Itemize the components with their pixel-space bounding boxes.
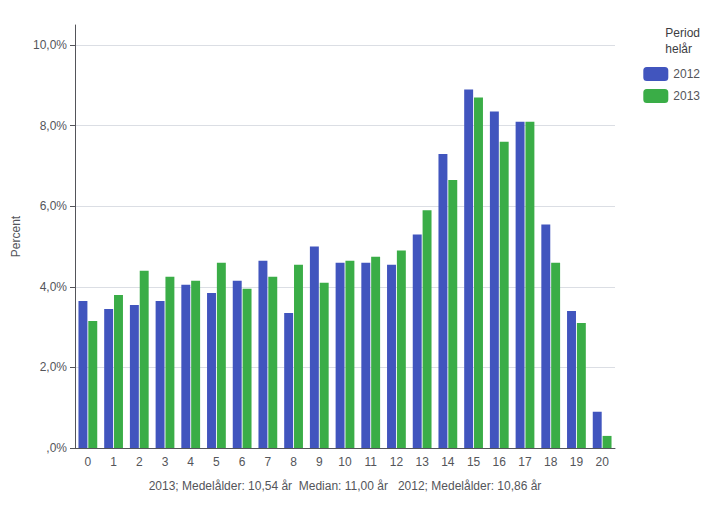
svg-text:13: 13 <box>415 455 429 469</box>
svg-text:9: 9 <box>316 455 323 469</box>
svg-text:16: 16 <box>493 455 507 469</box>
svg-text:0: 0 <box>85 455 92 469</box>
svg-text:18: 18 <box>544 455 558 469</box>
svg-text:19: 19 <box>570 455 584 469</box>
svg-text:20: 20 <box>595 455 609 469</box>
svg-text:8: 8 <box>290 455 297 469</box>
svg-text:10,0%: 10,0% <box>33 38 67 52</box>
svg-text:,0%: ,0% <box>46 441 67 455</box>
svg-text:17: 17 <box>518 455 532 469</box>
svg-text:10: 10 <box>338 455 352 469</box>
svg-text:helår: helår <box>665 42 692 56</box>
svg-text:14: 14 <box>441 455 455 469</box>
svg-text:5: 5 <box>213 455 220 469</box>
svg-text:1: 1 <box>110 455 117 469</box>
svg-text:4,0%: 4,0% <box>40 280 68 294</box>
svg-text:Percent: Percent <box>9 215 23 257</box>
svg-text:4: 4 <box>187 455 194 469</box>
svg-text:2,0%: 2,0% <box>40 360 68 374</box>
svg-text:3: 3 <box>162 455 169 469</box>
svg-text:2013; Medelålder: 10,54 år Me: 2013; Medelålder: 10,54 år Median: 11,00… <box>149 479 542 493</box>
svg-text:2: 2 <box>136 455 143 469</box>
svg-text:Period: Period <box>665 26 700 40</box>
svg-text:8,0%: 8,0% <box>40 119 68 133</box>
svg-text:2012: 2012 <box>673 67 700 81</box>
svg-text:6: 6 <box>239 455 246 469</box>
svg-text:15: 15 <box>467 455 481 469</box>
svg-text:11: 11 <box>364 455 377 469</box>
svg-text:7: 7 <box>265 455 272 469</box>
svg-text:2013: 2013 <box>673 89 700 103</box>
svg-text:6,0%: 6,0% <box>40 199 68 213</box>
svg-text:12: 12 <box>390 455 404 469</box>
